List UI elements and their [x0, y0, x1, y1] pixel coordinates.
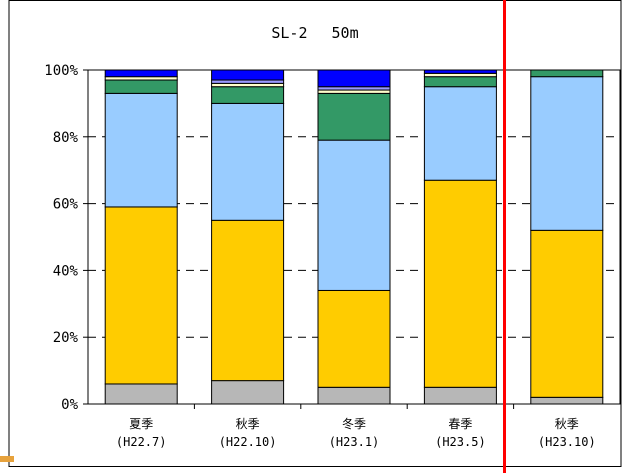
bar-segment — [423, 76, 497, 88]
y-tick-label: 20% — [53, 330, 79, 346]
x-axis: 夏季 (H22.7) 秋季 (H22.10) 冬季 (H23.1) 春季 (H23.5) 秋季 (… — [116, 404, 596, 449]
bar-segment — [211, 86, 285, 104]
bar-segment — [104, 383, 178, 405]
bar-segment — [211, 69, 285, 81]
bar-segment — [423, 86, 497, 181]
bar-segment — [104, 79, 178, 94]
y-tick-label: 80% — [53, 130, 79, 146]
bar-segment — [317, 69, 391, 88]
bar-segment — [104, 206, 178, 385]
bar-segment — [211, 82, 285, 88]
y-tick-label: 60% — [53, 197, 79, 213]
y-tick-label: 100% — [44, 63, 78, 79]
bars — [104, 69, 604, 405]
y-tick-label: 40% — [53, 263, 79, 279]
bar-segment — [317, 386, 391, 405]
bar-segment — [530, 69, 604, 78]
x-category-label: 冬季 — [342, 416, 366, 431]
y-axis: 0% 20% 40% 60% 80% 100% — [44, 63, 88, 413]
corner-accent — [0, 456, 14, 462]
x-category-sublabel: (H23.1) — [329, 435, 380, 449]
bar-segment — [211, 102, 285, 221]
bar-segment — [317, 289, 391, 388]
bar-segment — [423, 69, 497, 74]
bar-segment — [211, 380, 285, 405]
bar-segment — [104, 76, 178, 81]
x-category-label: 春季 — [448, 417, 472, 431]
bar-segment — [530, 229, 604, 398]
bar-segment — [530, 76, 604, 231]
bar-segment — [317, 92, 391, 141]
plot-area-frame — [87, 69, 621, 405]
bar-segment — [423, 386, 497, 405]
x-category-sublabel: (H23.10) — [538, 435, 596, 449]
chart-title: SL-2 50m — [271, 24, 358, 42]
bar-segment — [317, 86, 391, 91]
bar-segment — [211, 79, 285, 84]
bar-segment — [211, 219, 285, 382]
y-tick-label: 0% — [61, 397, 78, 413]
bar-segment — [104, 92, 178, 208]
x-category-sublabel: (H23.5) — [435, 435, 486, 449]
x-category-sublabel: (H22.10) — [219, 435, 277, 449]
bar-segment — [423, 179, 497, 388]
bar-segment — [423, 72, 497, 78]
bar-segment — [530, 396, 604, 405]
x-category-sublabel: (H22.7) — [116, 435, 167, 449]
bar-segment — [317, 89, 391, 94]
x-category-label: 秋季 — [236, 417, 260, 431]
bar-segment — [104, 69, 178, 78]
bar-segment — [317, 139, 391, 291]
x-category-label: 夏季 — [129, 417, 153, 431]
x-category-label: 秋季 — [555, 417, 579, 431]
